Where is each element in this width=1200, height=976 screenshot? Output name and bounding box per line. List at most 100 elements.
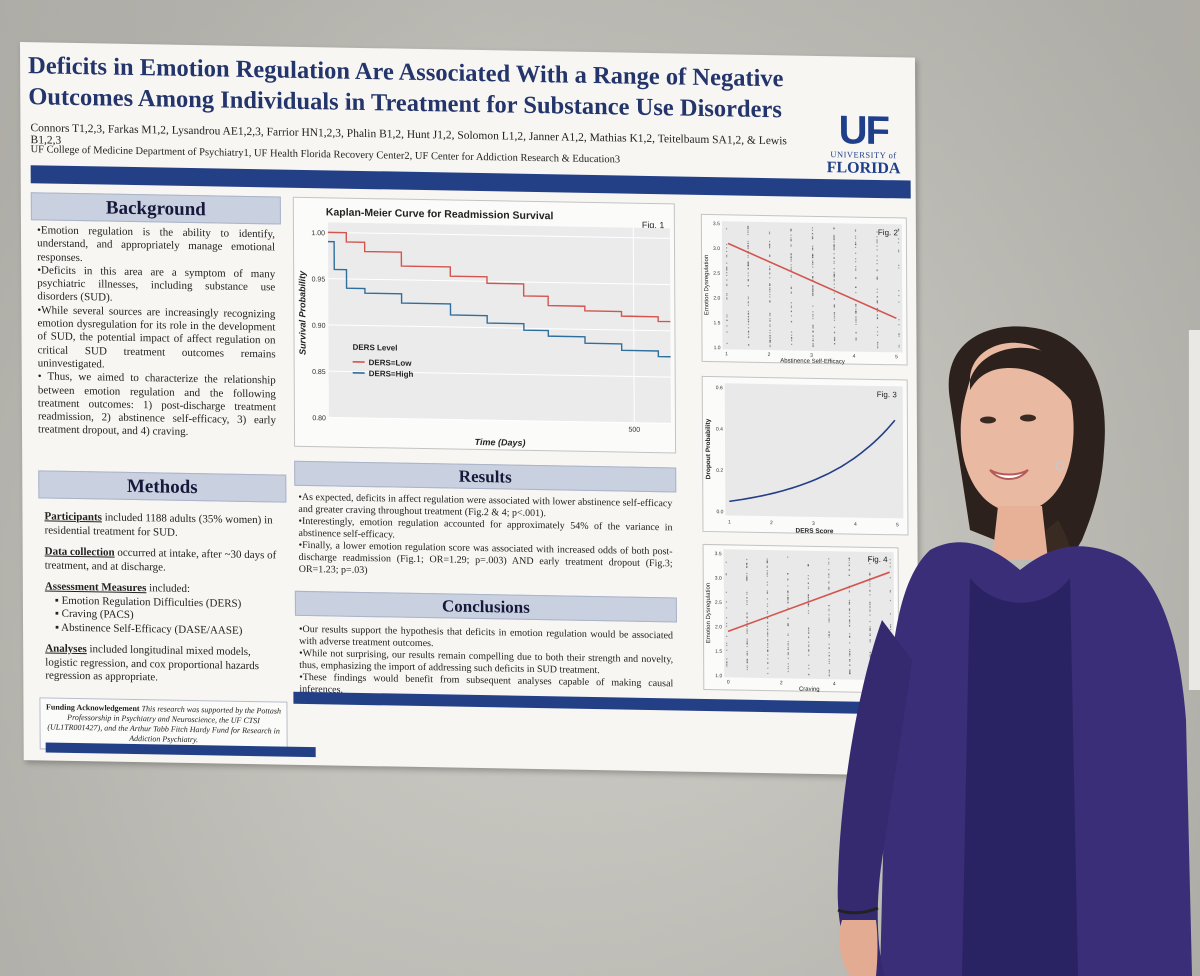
scatter-point: [848, 603, 851, 605]
y-tick-label: 0.2: [716, 468, 723, 474]
scatter-point: [790, 305, 793, 307]
y-axis-label: Survival Probability: [297, 270, 307, 355]
km-line-low: [327, 231, 671, 323]
fig2-svg: Fig. 2 3.5 3.0 2.5 2.0 1.5 1.0 1 2 3 4 5 Abstinen…: [704, 221, 903, 365]
scatter-point: [828, 643, 830, 645]
scatter-point: [876, 278, 878, 280]
scatter-point: [746, 665, 748, 667]
y-tick-label: 1.0: [715, 673, 722, 679]
scatter-point: [869, 638, 871, 641]
scatter-point: [811, 229, 814, 231]
scatter-point: [747, 245, 749, 247]
scatter-point: [848, 602, 851, 604]
scatter-point: [833, 237, 835, 239]
scatter-point: [766, 605, 769, 607]
scatter-point: [807, 598, 810, 601]
scatter-point: [876, 255, 878, 257]
scatter-point: [747, 315, 750, 318]
methods-section: Methods Participants included 1188 adult…: [38, 470, 288, 699]
grid-line: [327, 231, 670, 239]
data-collection-label: Data collection: [44, 545, 115, 559]
scatter-point: [726, 314, 728, 316]
scatter-point: [726, 279, 728, 281]
background-paragraph: •While several sources are increasingly …: [37, 304, 276, 371]
scatter-point: [876, 331, 879, 333]
y-tick-label: 1.00: [311, 230, 325, 237]
scatter-point: [746, 662, 748, 664]
scatter-point: [811, 245, 814, 247]
scatter-point: [768, 247, 771, 249]
scatter-point: [876, 344, 879, 346]
scatter-point: [828, 636, 830, 638]
analyses-label: Analyses: [45, 642, 87, 656]
scatter-point: [726, 272, 728, 274]
scatter-point: [766, 617, 769, 620]
scatter-point: [828, 619, 830, 621]
scatter-point: [790, 286, 792, 288]
scatter-point: [898, 267, 900, 269]
scatter-point: [790, 234, 792, 236]
grid-line: [328, 278, 671, 286]
scatter-point: [855, 269, 857, 271]
uf-logo-mark: UF: [838, 108, 889, 154]
scatter-point: [808, 673, 810, 675]
x-axis-ticks: 0 2 4: [727, 679, 836, 687]
scatter-point: [769, 314, 771, 317]
scatter-point: [787, 653, 789, 656]
scatter-point: [790, 334, 793, 336]
scatter-point: [769, 277, 771, 279]
scatter-point: [747, 302, 749, 304]
scatter-point: [787, 634, 789, 637]
scatter-point: [833, 315, 836, 317]
figure-tag: Fig. 4: [868, 555, 889, 564]
x-tick-label: 4: [833, 681, 836, 687]
scatter-point: [768, 246, 771, 248]
y-tick-label: 2.5: [713, 271, 720, 277]
scatter-point: [787, 598, 789, 600]
results-section: Results •As expected, deficits in affect…: [294, 460, 677, 598]
scatter-point: [869, 583, 871, 585]
scatter-point: [726, 294, 728, 296]
scatter-point: [876, 296, 878, 298]
scatter-point: [869, 634, 871, 637]
scatter-point: [876, 326, 879, 329]
scatter-point: [747, 298, 749, 300]
scatter-point: [769, 288, 771, 290]
scatter-point: [790, 230, 792, 232]
scatter-point: [787, 607, 789, 609]
scatter-point: [812, 305, 814, 307]
y-axis-ticks: 3.5 3.0 2.5 2.0 1.5 1.0: [715, 551, 723, 679]
scatter-point: [726, 331, 728, 333]
scatter-point: [790, 276, 792, 278]
figure-tag: Fig. 1: [642, 220, 665, 230]
scatter-point: [790, 245, 792, 247]
scatter-point: [833, 343, 836, 345]
legend-label-low: DERS=Low: [369, 358, 413, 368]
scatter-point: [808, 654, 810, 656]
scatter-point: [747, 323, 750, 325]
x-tick-label: 500: [628, 427, 640, 434]
scatter-point: [828, 634, 830, 636]
methods-participants: Participants included 1188 adults (35% w…: [44, 510, 280, 541]
scatter-point: [869, 607, 871, 609]
scatter-point: [855, 319, 857, 321]
scatter-point: [876, 300, 878, 303]
grid-line: [328, 324, 671, 332]
scatter-point: [833, 339, 836, 341]
scatter-point: [812, 317, 814, 320]
scatter-point: [812, 287, 814, 289]
y-tick-label: 2.5: [715, 600, 722, 606]
scatter-point: [855, 332, 857, 334]
neck: [992, 506, 1048, 560]
scatter-point: [746, 575, 748, 577]
scatter-point: [746, 593, 748, 595]
scatter-point: [855, 268, 857, 270]
scatter-point: [828, 654, 830, 657]
scatter-point: [855, 339, 857, 341]
scatter-point: [746, 660, 748, 662]
scatter-point: [746, 578, 748, 580]
scatter-point: [876, 277, 878, 279]
scatter-point: [876, 245, 878, 247]
y-axis-ticks: 1.00 0.95 0.90 0.85 0.80: [311, 230, 326, 422]
scatter-point: [848, 624, 851, 627]
